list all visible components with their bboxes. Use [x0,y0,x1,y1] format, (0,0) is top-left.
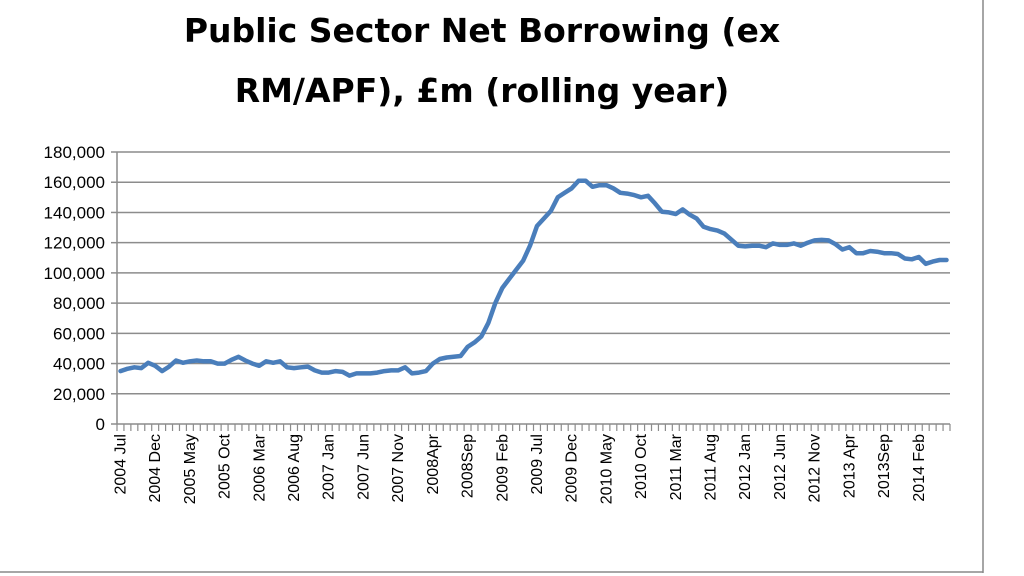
y-tick-label: 160,000 [44,173,105,192]
y-tick-label: 60,000 [53,324,105,343]
y-tick-label: 80,000 [53,294,105,313]
x-tick-label: 2012 Jan [737,434,754,500]
x-tick-label: 2008Sep [460,434,477,498]
series-line [118,178,949,378]
x-tick-label: 2007 Jan [321,434,338,500]
x-tick-label: 2004 Jul [112,434,129,495]
y-tick-label: 100,000 [44,264,105,283]
chart-title-line-2: RM/APF), £m (rolling year) [235,71,730,110]
y-tick-label: 180,000 [44,143,105,162]
x-tick-label: 2013Sep [876,434,893,498]
y-tick-label: 40,000 [53,355,105,374]
y-tick-label: 20,000 [53,385,105,404]
x-tick-label: 2006 Mar [251,433,268,501]
x-tick-label: 2013 Apr [841,433,858,498]
chart-title-line-1: Public Sector Net Borrowing (ex [184,11,780,50]
x-tick-label: 2009 Dec [564,434,581,503]
x-tick-label: 2007 Nov [390,434,407,503]
x-tick-label: 2006 Aug [286,434,303,502]
x-tick-label: 2012 Nov [807,434,824,503]
x-tick-label: 2010 May [598,434,615,504]
x-tick-label: 2005 May [182,434,199,504]
x-tick-label: 2008Apr [425,433,442,494]
y-tick-label: 140,000 [44,203,105,222]
x-tick-label: 2004 Dec [147,434,164,503]
x-tick-label: 2009 Feb [494,434,511,502]
y-tick-label: 120,000 [44,234,105,253]
x-tick-label: 2009 Jul [529,434,546,495]
x-tick-label: 2011 Mar [668,433,685,500]
x-tick-label: 2011 Aug [703,434,720,500]
y-tick-label: 0 [96,415,105,434]
x-tick-label: 2012 Jun [772,434,789,500]
x-tick-label: 2014 Feb [911,434,928,502]
x-tick-label: 2005 Oct [217,433,234,498]
x-tick-label: 2007 Jun [355,434,372,500]
x-tick-label: 2010 Oct [633,433,650,498]
